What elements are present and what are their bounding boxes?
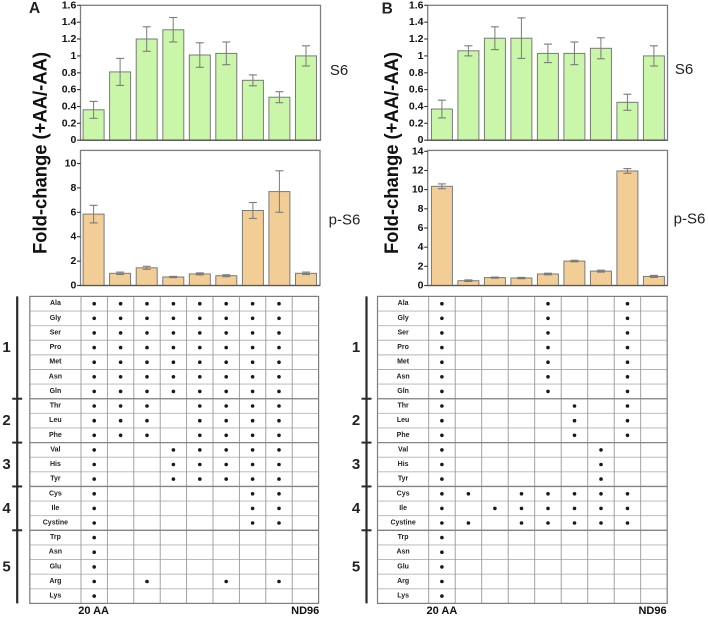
svg-text:Phe: Phe <box>397 432 410 439</box>
svg-text:0.2: 0.2 <box>62 117 77 129</box>
svg-text:Ala: Ala <box>50 300 61 307</box>
svg-text:Ile: Ile <box>399 505 407 512</box>
svg-text:Thr: Thr <box>50 403 62 410</box>
svg-text:1.4: 1.4 <box>409 16 424 28</box>
svg-text:10: 10 <box>65 158 77 170</box>
svg-text:Phe: Phe <box>49 432 62 439</box>
svg-text:Met: Met <box>49 359 62 366</box>
svg-text:Leu: Leu <box>49 417 61 424</box>
svg-text:3: 3 <box>2 456 10 473</box>
svg-text:4: 4 <box>352 500 361 517</box>
svg-text:Asn: Asn <box>49 373 62 380</box>
svg-text:Gln: Gln <box>50 388 62 395</box>
svg-text:14: 14 <box>412 145 424 157</box>
svg-text:1.6: 1.6 <box>62 0 77 11</box>
svg-text:A: A <box>29 0 40 17</box>
svg-text:Val: Val <box>50 446 60 453</box>
svg-text:Gly: Gly <box>397 315 408 322</box>
svg-text:1: 1 <box>352 339 360 356</box>
svg-text:8: 8 <box>418 203 424 215</box>
svg-text:Trp: Trp <box>398 534 409 541</box>
svg-text:Tyr: Tyr <box>398 476 409 483</box>
svg-text:p-S6: p-S6 <box>329 212 361 229</box>
svg-text:0.6: 0.6 <box>409 84 424 96</box>
svg-text:Ala: Ala <box>398 300 409 307</box>
svg-text:20 AA: 20 AA <box>427 605 458 617</box>
svg-text:6: 6 <box>70 206 76 218</box>
svg-text:Lys: Lys <box>49 593 61 600</box>
svg-text:0.8: 0.8 <box>62 67 77 79</box>
svg-text:0: 0 <box>70 134 76 146</box>
svg-text:20 AA: 20 AA <box>78 605 109 617</box>
svg-text:Tyr: Tyr <box>50 476 61 483</box>
svg-text:0.4: 0.4 <box>62 101 77 113</box>
svg-text:2: 2 <box>352 412 360 429</box>
svg-text:p-S6: p-S6 <box>674 211 706 228</box>
svg-text:2: 2 <box>418 260 424 272</box>
svg-text:2: 2 <box>70 255 76 267</box>
svg-text:Pro: Pro <box>397 344 409 351</box>
svg-text:Cys: Cys <box>397 490 410 497</box>
svg-text:0: 0 <box>70 280 76 292</box>
svg-text:S6: S6 <box>330 62 348 79</box>
svg-text:Arg: Arg <box>49 578 61 585</box>
svg-text:Asn: Asn <box>49 549 62 556</box>
svg-text:4: 4 <box>2 500 11 517</box>
svg-text:Ile: Ile <box>52 505 60 512</box>
svg-text:Gln: Gln <box>397 388 409 395</box>
svg-text:Ser: Ser <box>50 329 62 336</box>
svg-text:0.2: 0.2 <box>409 117 424 129</box>
svg-text:Lys: Lys <box>397 593 409 600</box>
svg-text:1.4: 1.4 <box>62 16 77 28</box>
svg-text:Glu: Glu <box>397 563 409 570</box>
svg-text:Fold-change (+AA/-AA): Fold-change (+AA/-AA) <box>381 52 403 254</box>
svg-text:Cys: Cys <box>49 490 62 497</box>
svg-text:ND96: ND96 <box>638 605 666 617</box>
svg-text:1: 1 <box>70 50 76 62</box>
svg-text:10: 10 <box>412 184 424 196</box>
svg-text:Asn: Asn <box>396 373 409 380</box>
svg-text:2: 2 <box>2 412 10 429</box>
svg-text:3: 3 <box>352 456 360 473</box>
svg-text:1: 1 <box>2 339 10 356</box>
svg-text:Asn: Asn <box>396 549 409 556</box>
svg-text:Glu: Glu <box>50 563 62 570</box>
svg-text:His: His <box>50 461 61 468</box>
svg-text:B: B <box>382 0 393 17</box>
svg-text:His: His <box>398 461 409 468</box>
svg-text:Thr: Thr <box>397 403 409 410</box>
svg-text:4: 4 <box>70 231 76 243</box>
svg-text:0: 0 <box>418 134 424 146</box>
svg-text:Arg: Arg <box>397 578 409 585</box>
svg-text:1.2: 1.2 <box>409 33 424 45</box>
svg-text:Fold-change (+AA/-AA): Fold-change (+AA/-AA) <box>30 52 52 254</box>
svg-text:0: 0 <box>418 280 424 292</box>
svg-text:6: 6 <box>418 222 424 234</box>
svg-text:Cystine: Cystine <box>43 520 68 527</box>
svg-text:Ser: Ser <box>397 329 409 336</box>
svg-text:8: 8 <box>70 182 76 194</box>
svg-text:Pro: Pro <box>50 344 62 351</box>
svg-text:Cystine: Cystine <box>390 520 415 527</box>
svg-text:Val: Val <box>398 446 408 453</box>
svg-text:Met: Met <box>397 359 410 366</box>
svg-text:Trp: Trp <box>50 534 61 541</box>
svg-text:0.6: 0.6 <box>62 84 77 96</box>
svg-text:S6: S6 <box>675 61 693 78</box>
svg-text:1: 1 <box>418 50 424 62</box>
svg-text:12: 12 <box>412 165 424 177</box>
svg-text:1.2: 1.2 <box>62 33 77 45</box>
svg-text:Leu: Leu <box>397 417 409 424</box>
svg-text:ND96: ND96 <box>291 605 319 617</box>
svg-text:0.8: 0.8 <box>409 67 424 79</box>
svg-text:1.6: 1.6 <box>409 0 424 11</box>
svg-text:4: 4 <box>418 241 424 253</box>
svg-text:5: 5 <box>2 558 10 575</box>
svg-text:5: 5 <box>352 558 360 575</box>
svg-text:0.4: 0.4 <box>409 101 424 113</box>
svg-text:Gly: Gly <box>50 315 61 322</box>
